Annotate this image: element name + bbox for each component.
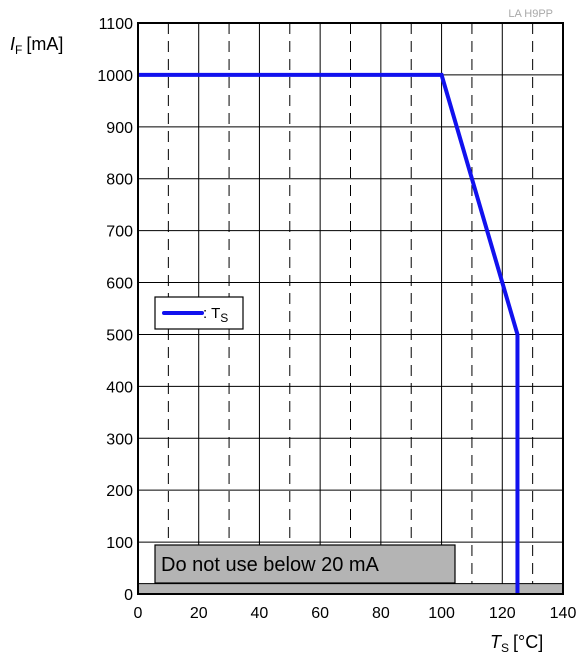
x-tick-label: 120	[489, 605, 516, 622]
legend-prefix: :	[203, 305, 211, 322]
x-axis-label: TS [°C]	[490, 632, 543, 655]
forbidden-band-note: Do not use below 20 mA	[154, 544, 456, 584]
y-axis-symbol: I	[10, 34, 15, 54]
y-tick-label: 600	[106, 276, 133, 293]
x-tick-label: 100	[428, 605, 455, 622]
legend-series-subscript: S	[220, 311, 228, 325]
legend-label: : TS	[203, 305, 228, 325]
series-layer	[138, 72, 520, 594]
y-tick-label: 100	[106, 535, 133, 552]
x-tick-label: 140	[550, 605, 577, 622]
x-tick-label: 60	[311, 605, 329, 622]
note-box	[154, 544, 456, 584]
x-axis-unit: [°C]	[513, 632, 543, 652]
y-tick-label: 500	[106, 327, 133, 344]
y-tick-label: 800	[106, 172, 133, 189]
x-tick-label: 80	[372, 605, 390, 622]
plot-frame	[137, 22, 564, 595]
y-tick-label: 1100	[99, 16, 134, 33]
y-tick-label: 900	[106, 120, 133, 137]
note-text: Do not use below 20 mA	[161, 554, 380, 576]
forbidden-band	[137, 583, 564, 595]
x-tick-label: 0	[134, 605, 143, 622]
y-tick-label: 0	[124, 587, 133, 604]
y-axis-label: IF [mA]	[10, 34, 63, 57]
legend: : TS	[154, 296, 244, 330]
y-axis-unit: [mA]	[26, 34, 63, 54]
y-tick-label: 200	[106, 483, 133, 500]
x-axis-symbol: T	[490, 632, 503, 652]
legend-series-name: T	[211, 305, 220, 322]
series-line	[138, 72, 520, 594]
x-tick-label: 40	[251, 605, 269, 622]
y-tick-label: 400	[106, 379, 133, 396]
y-tick-labels: 0 100 200 300 400 500 600 700 800 900 1000 1100	[97, 16, 133, 604]
y-tick-label: 1000	[97, 68, 133, 85]
x-axis-subscript: S	[501, 641, 509, 655]
y-axis-subscript: F	[15, 43, 22, 57]
x-tick-label: 20	[190, 605, 208, 622]
y-tick-label: 700	[106, 224, 133, 241]
x-tick-labels: 0 20 40 60 80 100 120 140	[134, 605, 577, 622]
chart-tag: LA H9PP	[508, 8, 553, 20]
y-tick-label: 300	[106, 431, 133, 448]
